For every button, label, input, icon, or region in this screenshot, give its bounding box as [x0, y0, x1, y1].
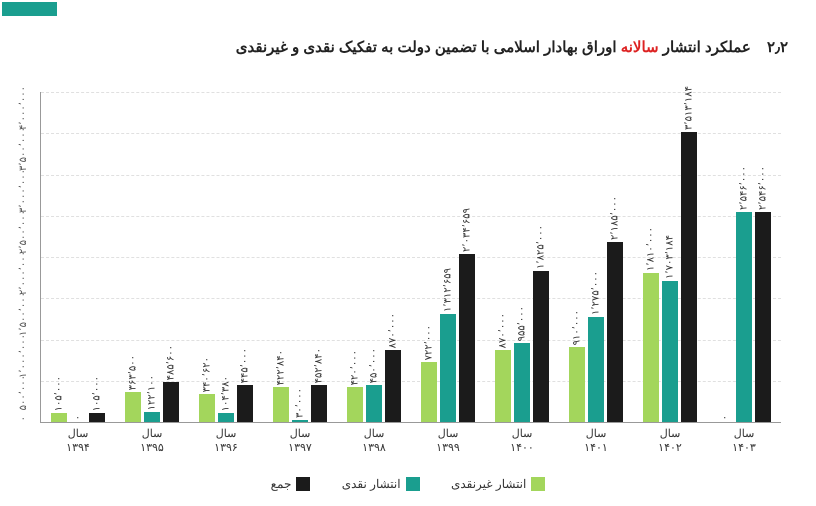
bar-group: ۳۶۳٬۵۰۰۱۲۲٬۱۰۰۴۸۵٬۶۰۰سال۱۳۹۵: [115, 92, 189, 422]
bar-value-label: ۴۲۰٬۰۰۰: [350, 350, 361, 387]
bar-value-label: ۱٬۸۱۰٬۰۰۰: [646, 227, 657, 273]
bar-group: ۷۲۲٬۰۰۰۱٬۳۱۲٬۶۵۹۲٬۰۳۴٬۶۵۹سال۱۳۹۹: [411, 92, 485, 422]
chart-plot-area: ۰۵۰۰٬۰۰۰۱٬۰۰۰٬۰۰۰۱٬۵۰۰٬۰۰۰۲٬۰۰۰٬۰۰۰۲٬۵۰۰…: [40, 92, 781, 423]
bar-value-label: ۳۰٬۰۰۰: [295, 388, 306, 420]
legend-label-total: جمع: [271, 477, 292, 491]
bar-total: ۴۴۵٬۰۰۰: [237, 385, 253, 422]
bar-cash: ۱٬۲۷۵٬۰۰۰: [588, 317, 604, 422]
bar-value-label: ۸۷۰٬۰۰۰: [388, 313, 399, 350]
bar-value-label: ۴۸۵٬۶۰۰: [166, 345, 177, 382]
section-number: ۲٫۲: [767, 39, 788, 56]
bar-value-label: ۲٬۵۴۶٬۰۰۰: [739, 166, 750, 212]
swatch-total: [296, 477, 310, 491]
bar-total: ۴۵۲٬۸۴۰: [311, 385, 327, 422]
bar-non_cash: ۴۲۰٬۰۰۰: [347, 387, 363, 422]
bar-total: ۴۸۵٬۶۰۰: [163, 382, 179, 422]
bar-value-label: ۰: [73, 415, 84, 422]
bar-value-label: ۹۱۰٬۰۰۰: [572, 310, 583, 347]
bar-value-label: ۳۶۳٬۵۰۰: [128, 355, 139, 392]
bar-total: ۸۷۰٬۰۰۰: [385, 350, 401, 422]
bar-total: ۲٬۱۸۵٬۰۰۰: [607, 242, 623, 422]
bar-value-label: ۱٬۸۲۵٬۰۰۰: [536, 225, 547, 271]
legend-label-noncash: انتشار غیرنقدی: [451, 477, 526, 491]
bar-groups: ۱۰۵٬۰۰۰۰۱۰۵٬۰۰۰سال۱۳۹۴۳۶۳٬۵۰۰۱۲۲٬۱۰۰۴۸۵٬…: [41, 92, 781, 422]
bar-cash: ۱٬۷۰۳٬۱۸۴: [662, 281, 678, 422]
bar-total: ۱٬۸۲۵٬۰۰۰: [533, 271, 549, 422]
bar-value-label: ۰: [720, 415, 731, 422]
bar-cash: ۱٬۳۱۲٬۶۵۹: [440, 314, 456, 422]
bar-value-label: ۸۷۰٬۰۰۰: [498, 313, 509, 350]
bar-total: ۱۰۵٬۰۰۰: [89, 413, 105, 422]
bar-non_cash: ۸۷۰٬۰۰۰: [495, 350, 511, 422]
swatch-cash: [406, 477, 420, 491]
bar-cash: ۹۵۵٬۰۰۰: [514, 343, 530, 422]
bar-non_cash: ۹۱۰٬۰۰۰: [569, 347, 585, 422]
bar-value-label: ۷۲۲٬۰۰۰: [424, 325, 435, 362]
category-label: سال۱۳۹۴: [41, 422, 115, 456]
category-label: سال۱۴۰۱: [559, 422, 633, 456]
category-label: سال۱۴۰۲: [633, 422, 707, 456]
legend-item-noncash: انتشار غیرنقدی: [451, 477, 545, 491]
bar-value-label: ۲٬۱۸۵٬۰۰۰: [610, 196, 621, 242]
chart-title: ۲٫۲ عملکرد انتشار سالانه اوراق بهادار اس…: [28, 38, 788, 56]
bar-cash: ۱۲۲٬۱۰۰: [144, 412, 160, 422]
bar-value-label: ۹۵۵٬۰۰۰: [517, 306, 528, 343]
bar-value-label: ۱۰۴٬۳۸۰: [221, 376, 232, 413]
bar-non_cash: ۳۶۳٬۵۰۰: [125, 392, 141, 422]
bar-value-label: ۳٬۵۱۳٬۱۸۴: [684, 86, 695, 132]
bar-value-label: ۴۲۲٬۸۴۰: [276, 350, 287, 387]
category-label: سال۱۳۹۸: [337, 422, 411, 456]
bar-total: ۳٬۵۱۳٬۱۸۴: [681, 132, 697, 422]
bar-non_cash: ۱٬۸۱۰٬۰۰۰: [643, 273, 659, 422]
bar-value-label: ۲٬۵۴۶٬۰۰۰: [758, 166, 769, 212]
bar-value-label: ۴۵۰٬۰۰۰: [369, 348, 380, 385]
bar-non_cash: ۷۲۲٬۰۰۰: [421, 362, 437, 422]
bar-total: ۲٬۵۴۶٬۰۰۰: [755, 212, 771, 422]
bar-value-label: ۱٬۷۰۳٬۱۸۴: [665, 235, 676, 281]
legend-item-total: جمع: [271, 477, 311, 491]
bar-group: ۰۲٬۵۴۶٬۰۰۰۲٬۵۴۶٬۰۰۰سال۱۴۰۳: [707, 92, 781, 422]
bar-value-label: ۴۵۲٬۸۴۰: [314, 348, 325, 385]
bar-group: ۸۷۰٬۰۰۰۹۵۵٬۰۰۰۱٬۸۲۵٬۰۰۰سال۱۴۰۰: [485, 92, 559, 422]
accent-bar: [2, 2, 57, 16]
bar-cash: ۲٬۵۴۶٬۰۰۰: [736, 212, 752, 422]
category-label: سال۱۳۹۶: [189, 422, 263, 456]
bar-value-label: ۲٬۰۳۴٬۶۵۹: [462, 208, 473, 254]
bar-cash: ۱۰۴٬۳۸۰: [218, 413, 234, 422]
legend: انتشار غیرنقدی انتشار نقدی جمع: [0, 477, 816, 494]
bar-total: ۲٬۰۳۴٬۶۵۹: [459, 254, 475, 422]
bar-cash: ۴۵۰٬۰۰۰: [366, 385, 382, 422]
title-post: اوراق بهادار اسلامی با تضمین دولت به تفک…: [236, 39, 621, 56]
bar-group: ۳۴۰٬۶۲۰۱۰۴٬۳۸۰۴۴۵٬۰۰۰سال۱۳۹۶: [189, 92, 263, 422]
bar-non_cash: ۴۲۲٬۸۴۰: [273, 387, 289, 422]
legend-label-cash: انتشار نقدی: [342, 477, 401, 491]
bar-group: ۱٬۸۱۰٬۰۰۰۱٬۷۰۳٬۱۸۴۳٬۵۱۳٬۱۸۴سال۱۴۰۲: [633, 92, 707, 422]
bar-non_cash: ۳۴۰٬۶۲۰: [199, 394, 215, 422]
bar-group: ۹۱۰٬۰۰۰۱٬۲۷۵٬۰۰۰۲٬۱۸۵٬۰۰۰سال۱۴۰۱: [559, 92, 633, 422]
category-label: سال۱۴۰۳: [707, 422, 781, 456]
category-label: سال۱۴۰۰: [485, 422, 559, 456]
bar-group: ۴۲۰٬۰۰۰۴۵۰٬۰۰۰۸۷۰٬۰۰۰سال۱۳۹۸: [337, 92, 411, 422]
bar-value-label: ۱۰۵٬۰۰۰: [54, 376, 65, 413]
swatch-noncash: [531, 477, 545, 491]
bar-value-label: ۱۰۵٬۰۰۰: [92, 376, 103, 413]
bar-value-label: ۱٬۲۷۵٬۰۰۰: [591, 271, 602, 317]
bar-value-label: ۳۴۰٬۶۲۰: [202, 357, 213, 394]
bar-group: ۱۰۵٬۰۰۰۰۱۰۵٬۰۰۰سال۱۳۹۴: [41, 92, 115, 422]
bar-value-label: ۱۲۲٬۱۰۰: [147, 375, 158, 412]
legend-item-cash: انتشار نقدی: [342, 477, 420, 491]
bar-non_cash: ۱۰۵٬۰۰۰: [51, 413, 67, 422]
bar-value-label: ۱٬۳۱۲٬۶۵۹: [443, 268, 454, 314]
title-pre: عملکرد انتشار: [659, 39, 751, 56]
category-label: سال۱۳۹۷: [263, 422, 337, 456]
bar-group: ۴۲۲٬۸۴۰۳۰٬۰۰۰۴۵۲٬۸۴۰سال۱۳۹۷: [263, 92, 337, 422]
bar-value-label: ۴۴۵٬۰۰۰: [240, 348, 251, 385]
title-emphasis: سالانه: [621, 39, 659, 56]
category-label: سال۱۳۹۹: [411, 422, 485, 456]
category-label: سال۱۳۹۵: [115, 422, 189, 456]
